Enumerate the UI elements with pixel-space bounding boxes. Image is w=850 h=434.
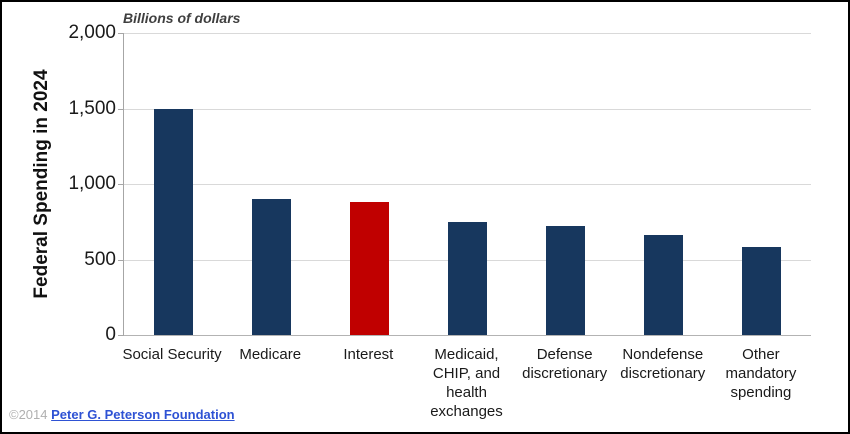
y-axis-tickmark-2000 [118, 33, 124, 34]
bar-social-security [153, 108, 193, 335]
gridline-1500 [124, 108, 811, 110]
y-axis-tickmark-500 [118, 259, 124, 261]
y-axis-tickmark-1500 [118, 108, 124, 110]
category-label-defense: Defense discretionary [522, 346, 608, 382]
bar-nondefense [644, 235, 684, 335]
bar-medicare [251, 199, 291, 335]
category-label-medicaid: Medicaid, CHIP, and health exchanges [430, 346, 503, 420]
category-label-other: Other mandatory spending [725, 346, 797, 401]
y-tick-label-1500: 1,500 [68, 97, 116, 119]
y-tick-label-0: 0 [105, 324, 116, 345]
category-label-interest: Interest [343, 346, 394, 363]
y-tick-label-1000: 1,000 [68, 173, 116, 194]
bar-interest [349, 202, 389, 335]
y-axis-title: Federal Spending in 2024 [31, 69, 52, 299]
copyright-text: ©2014 [9, 407, 52, 422]
category-label-social-security: Social Security [122, 346, 222, 363]
y-axis-tickmark-1000 [118, 184, 124, 185]
category-label-medicare: Medicare [239, 346, 302, 363]
y-axis-tickmark-0 [118, 335, 124, 336]
footer: ©2014 Peter G. Peterson Foundation [9, 407, 235, 422]
gridline-1000 [124, 184, 811, 185]
gridline-2000 [124, 33, 811, 34]
bar-other [742, 246, 782, 335]
plot-area [118, 33, 811, 336]
peterson-foundation-link[interactable]: Peter G. Peterson Foundation [51, 407, 235, 422]
bar-medicaid [448, 221, 487, 335]
y-tick-label-500: 500 [84, 248, 116, 270]
bar-defense [546, 226, 586, 335]
units-label: Billions of dollars [123, 10, 241, 26]
y-tick-label-2000: 2,000 [68, 22, 116, 43]
category-label-nondefense: Nondefense discretionary [620, 346, 706, 382]
